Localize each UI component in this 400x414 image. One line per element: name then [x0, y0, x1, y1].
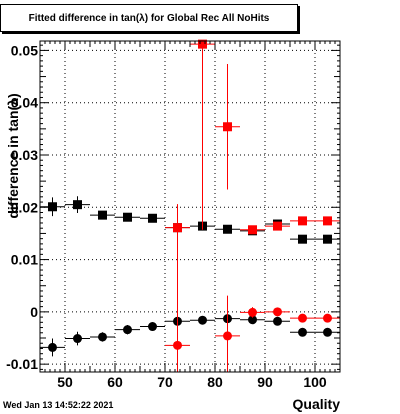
data-point-circle	[123, 325, 132, 335]
x-tick-label: 60	[107, 374, 123, 390]
chart-title: Fitted difference in tan(λ) for Global R…	[28, 12, 270, 24]
data-point-circle	[298, 313, 307, 323]
data-point-circle	[248, 307, 257, 317]
data-point-square	[198, 39, 207, 49]
data-point-square	[298, 234, 307, 244]
x-axis-label: Quality	[292, 396, 340, 412]
data-point-circle	[323, 327, 332, 337]
y-tick-label: 0.03	[11, 147, 38, 163]
grid-layer	[40, 41, 340, 372]
data-point-square	[323, 234, 332, 244]
data-point-circle	[48, 342, 57, 352]
x-tick-label: 90	[257, 374, 273, 390]
data-point-circle	[248, 315, 257, 325]
data-point-square	[148, 213, 157, 223]
data-point-circle	[148, 322, 157, 332]
data-point-square	[323, 216, 332, 226]
data-point-circle	[198, 315, 207, 325]
data-point-square	[273, 221, 282, 231]
y-tick-label: -0.01	[6, 356, 38, 372]
data-point-circle	[298, 327, 307, 337]
series-2	[165, 39, 340, 252]
data-point-circle	[273, 307, 282, 317]
axes: 50 60 70 80 90 100 -0.01 0 0.01 0.02 0.03 0.04 0.05	[6, 40, 341, 390]
data-point-square	[123, 212, 132, 222]
data-point-circle	[273, 316, 282, 326]
y-tick-label: 0.04	[11, 95, 38, 111]
chart-title-box: Fitted difference in tan(λ) for Global R…	[0, 4, 298, 32]
data-marks	[40, 39, 340, 372]
series-3	[165, 206, 340, 372]
y-axis-label: difference in tan(λ)	[5, 93, 21, 219]
data-point-square	[98, 210, 107, 220]
data-point-square	[298, 216, 307, 226]
data-point-circle	[223, 331, 232, 341]
series-1	[40, 314, 340, 357]
data-point-circle	[98, 332, 107, 342]
y-tick-label: 0	[30, 304, 38, 320]
y-tick-label: 0.01	[11, 252, 38, 268]
data-point-square	[73, 200, 82, 210]
data-point-square	[248, 225, 257, 235]
x-tick-label: 70	[157, 374, 173, 390]
x-tick-label: 80	[207, 374, 223, 390]
x-tick-label: 50	[57, 374, 73, 390]
x-tick-label: 100	[303, 374, 327, 390]
y-tick-label: 0.05	[11, 42, 38, 58]
timestamp: Wed Jan 13 14:52:22 2021	[3, 400, 114, 410]
data-point-circle	[73, 334, 82, 344]
data-point-square	[223, 122, 232, 132]
data-point-circle	[323, 313, 332, 323]
plot-frame	[39, 40, 341, 373]
data-point-square	[223, 224, 232, 234]
series-0	[40, 196, 340, 244]
data-point-circle	[173, 340, 182, 350]
y-tick-label: 0.02	[11, 199, 38, 215]
data-point-square	[48, 202, 57, 212]
